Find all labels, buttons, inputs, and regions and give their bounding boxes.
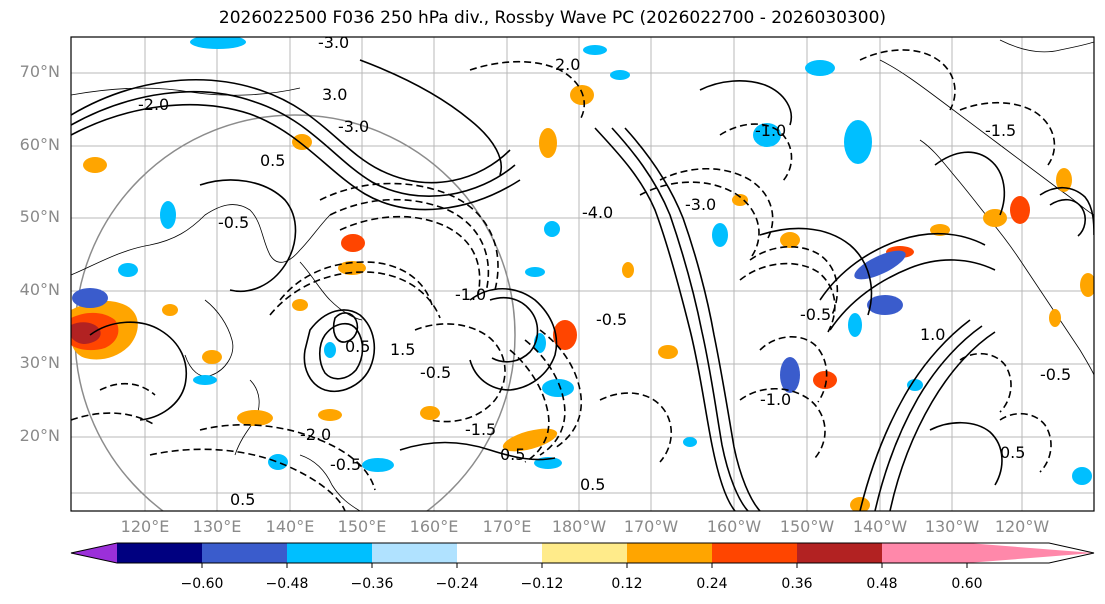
contour-label: 0.5 xyxy=(260,151,285,170)
contour-label: 0.5 xyxy=(345,337,370,356)
contour-label: -0.5 xyxy=(596,310,627,329)
contour-label: -1.5 xyxy=(985,121,1016,140)
contour-label: -2.0 xyxy=(138,95,169,114)
colorbar-tick-label: 0.60 xyxy=(937,576,997,592)
lon-label: 180°W xyxy=(544,517,614,536)
lat-label: 40°N xyxy=(8,280,60,299)
lon-label: 120°E xyxy=(110,517,180,536)
colorbar-segment xyxy=(542,543,627,563)
colorbar-segment xyxy=(202,543,287,563)
colorbar-tick-label: 0.24 xyxy=(682,576,742,592)
contour-label: 1.5 xyxy=(390,340,415,359)
lat-label: 60°N xyxy=(8,135,60,154)
colorbar-tick-label: 0.48 xyxy=(852,576,912,592)
lon-label: 140°W xyxy=(845,517,915,536)
colorbar-tick-label: −0.48 xyxy=(257,576,317,592)
colorbar-extend-high xyxy=(967,543,1094,563)
colorbar-segment xyxy=(627,543,712,563)
colorbar-segment xyxy=(372,543,457,563)
lon-label: 160°W xyxy=(699,517,769,536)
colorbar-segment xyxy=(287,543,372,563)
colorbar-tick-label: −0.60 xyxy=(172,576,232,592)
lon-label: 160°E xyxy=(399,517,469,536)
contour-label: -0.5 xyxy=(420,363,451,382)
lon-label: 120°W xyxy=(987,517,1057,536)
contour-label: -0.5 xyxy=(1040,365,1071,384)
colorbar-extend-low xyxy=(71,543,117,563)
contour-label: -4.0 xyxy=(582,203,613,222)
contour-label: 0.5 xyxy=(580,475,605,494)
lon-label: 170°E xyxy=(472,517,542,536)
contour-label: -1.0 xyxy=(755,121,786,140)
contour-label: 0.5 xyxy=(1000,443,1025,462)
contour-label: -3.0 xyxy=(338,117,369,136)
colorbar xyxy=(71,543,1094,568)
contour-label: -1.0 xyxy=(455,285,486,304)
lat-label: 50°N xyxy=(8,207,60,226)
contour-label: -0.5 xyxy=(800,305,831,324)
lon-label: 150°E xyxy=(327,517,397,536)
colorbar-tick-label: 0.12 xyxy=(597,576,657,592)
colorbar-tick-label: −0.36 xyxy=(342,576,402,592)
contour-label: 0.5 xyxy=(230,490,255,509)
contour-label: -0.5 xyxy=(330,455,361,474)
lon-label: 130°E xyxy=(182,517,252,536)
lat-label: 70°N xyxy=(8,62,60,81)
contour-label: 1.0 xyxy=(920,325,945,344)
contour-label: -0.5 xyxy=(218,213,249,232)
contour-label: 2.0 xyxy=(555,55,580,74)
map-canvas: -3.0 3.0 -2.0 2.0 -3.0 -1.0 -1.5 0.5 -4.… xyxy=(0,0,1105,604)
contour-label: -3.0 xyxy=(685,195,716,214)
colorbar-tick-label: 0.36 xyxy=(767,576,827,592)
lon-label: 170°W xyxy=(616,517,686,536)
contour-label: -3.0 xyxy=(318,33,349,52)
contour-label: -1.5 xyxy=(465,420,496,439)
colorbar-segment xyxy=(797,543,882,563)
colorbar-tick-label: −0.12 xyxy=(512,576,572,592)
colorbar-segment xyxy=(712,543,797,563)
colorbar-segment xyxy=(117,543,202,563)
contour-label: 3.0 xyxy=(322,85,347,104)
lat-label: 30°N xyxy=(8,353,60,372)
lon-label: 130°W xyxy=(917,517,987,536)
contour-label: -1.0 xyxy=(760,390,791,409)
colorbar-segment xyxy=(457,543,542,563)
lon-label: 150°W xyxy=(772,517,842,536)
contour-label: 0.5 xyxy=(500,445,525,464)
lat-label: 20°N xyxy=(8,426,60,445)
contour-label: -2.0 xyxy=(300,425,331,444)
colorbar-tick-label: −0.24 xyxy=(427,576,487,592)
colorbar-segment xyxy=(882,543,967,563)
lon-label: 140°E xyxy=(255,517,325,536)
